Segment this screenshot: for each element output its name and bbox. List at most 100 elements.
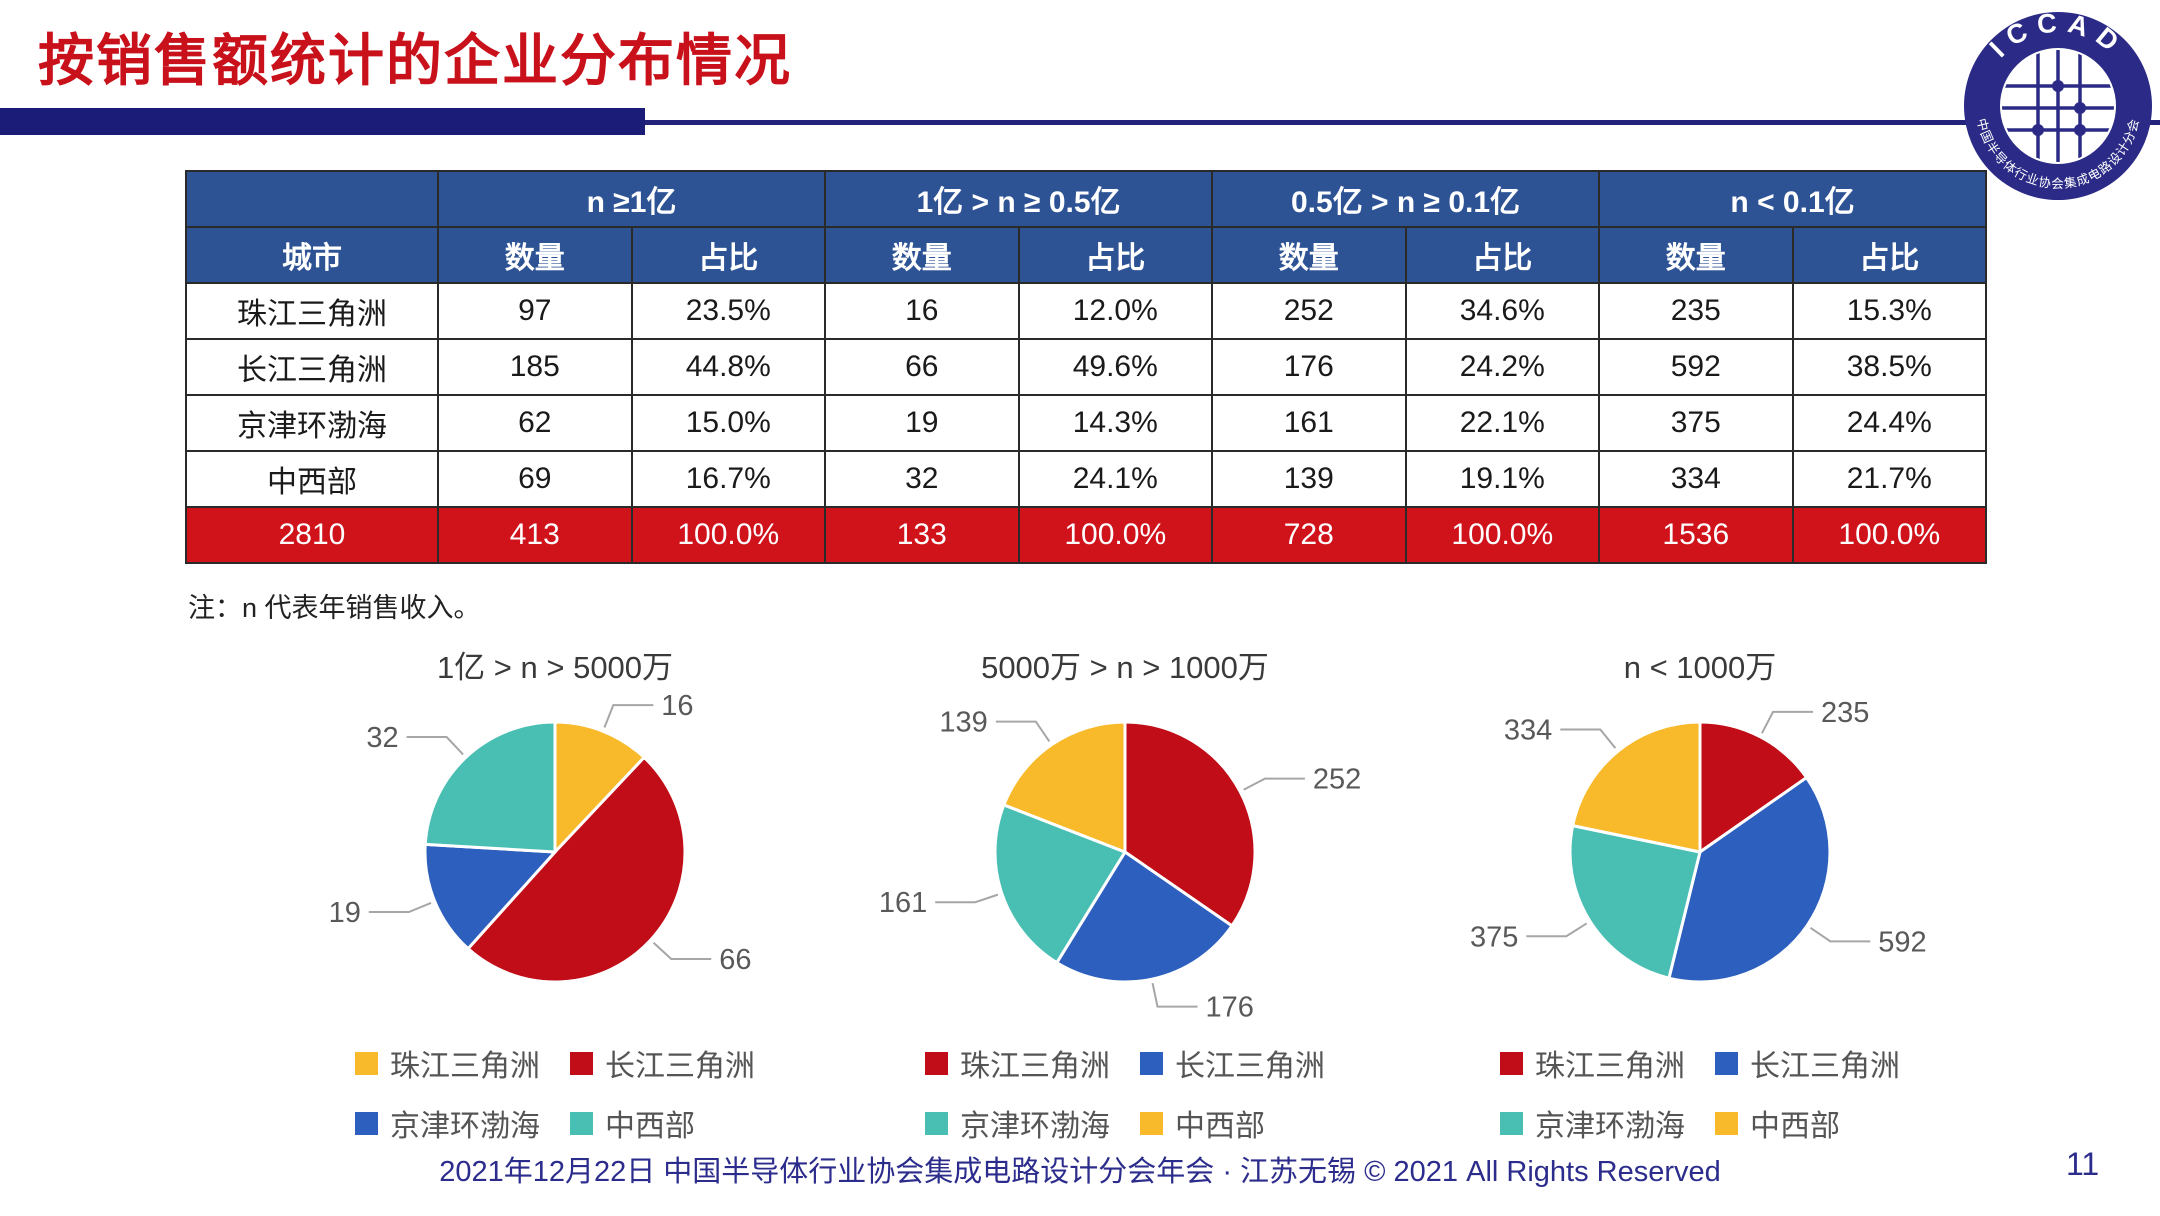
table-cell: 19.1%	[1404, 450, 1601, 508]
table-cell: 235	[1598, 282, 1794, 340]
legend-swatch-icon	[1140, 1111, 1163, 1135]
table-cell: 66	[824, 338, 1020, 396]
chart-title: 5000万 > n > 1000万	[981, 650, 1269, 685]
table-cell: 161	[1211, 394, 1407, 452]
data-label: 16	[661, 690, 693, 722]
legend-swatch-icon	[570, 1111, 593, 1135]
table-corner-cell	[185, 170, 439, 228]
legend-swatch-icon	[1140, 1051, 1163, 1075]
legend-item: 长江三角洲	[1140, 1041, 1325, 1085]
data-label: 252	[1313, 764, 1361, 796]
pie-slice	[423, 842, 557, 951]
group-header: n < 0.1亿	[1598, 170, 1988, 228]
legend-swatch-icon	[1500, 1111, 1523, 1135]
legend-swatch-icon	[1715, 1051, 1738, 1075]
table-cell: 16	[824, 282, 1020, 340]
legend-label: 珠江三角洲	[390, 1050, 540, 1083]
title-underline-thick	[0, 108, 645, 135]
table-row: 京津环渤海 62 15.0% 19 14.3% 161 22.1% 375 24.4%	[185, 394, 1988, 452]
legend-label: 长江三角洲	[605, 1050, 755, 1083]
pie-slice	[993, 803, 1127, 965]
column-header-count: 数量	[437, 226, 633, 284]
data-label: 176	[1205, 992, 1253, 1024]
page-title: 按销售额统计的企业分布情况	[38, 29, 792, 92]
label-leader-line	[368, 901, 432, 914]
table-cell: 24.1%	[1017, 450, 1214, 508]
group-header: 0.5亿 > n ≥ 0.1亿	[1211, 170, 1601, 228]
table-cell: 44.8%	[630, 338, 826, 396]
legend-swatch-icon	[355, 1051, 378, 1075]
table-cell: 100.0%	[1404, 506, 1601, 564]
row-label-cell: 珠江三角洲	[185, 282, 439, 340]
label-leader-line	[1560, 728, 1617, 749]
table-cell: 32	[824, 450, 1020, 508]
legend-item: 珠江三角洲	[1500, 1041, 1685, 1085]
legend-item: 中西部	[1140, 1101, 1325, 1145]
table-cell: 1536	[1598, 506, 1794, 564]
table-cell: 100.0%	[1791, 506, 1988, 564]
table-cell: 16.7%	[630, 450, 826, 508]
logo-circuit-grid-icon	[2002, 50, 2114, 162]
table-cell: 12.0%	[1017, 282, 1214, 340]
sales-distribution-table: n ≥1亿 1亿 > n ≥ 0.5亿 0.5亿 > n ≥ 0.1亿 n < …	[185, 170, 1988, 564]
data-label: 19	[329, 897, 361, 929]
data-label: 235	[1821, 697, 1869, 729]
label-leader-line	[652, 942, 712, 961]
pie-chart-block: 5000万 > n > 1000万 252 176 161 139 珠江三角洲 长江三角洲京…	[840, 642, 1410, 1145]
pie-slice	[553, 720, 646, 854]
pie-slice	[1002, 720, 1127, 854]
table-cell: 97	[437, 282, 633, 340]
table-row: 长江三角洲 185 44.8% 66 49.6% 176 24.2% 592 38.5%	[185, 338, 1988, 396]
table-cell: 133	[824, 506, 1020, 564]
row-label-cell: 京津环渤海	[185, 394, 439, 452]
chart-legend: 珠江三角洲 长江三角洲京津环渤海 中西部	[270, 1041, 840, 1145]
legend-label: 长江三角洲	[1175, 1050, 1325, 1083]
column-header-share: 占比	[1791, 226, 1988, 284]
table-cell: 728	[1211, 506, 1407, 564]
table-cell: 49.6%	[1017, 338, 1214, 396]
pie-chart-block: n < 1000万 235 592 375 334 珠江三角洲 长江三角洲 京津环渤海 中西部	[1415, 642, 1985, 1145]
legend-item: 中西部	[1715, 1101, 1900, 1145]
table-cell: 23.5%	[630, 282, 826, 340]
data-label: 592	[1878, 926, 1926, 958]
table-cell: 413	[437, 506, 633, 564]
table-cell: 176	[1211, 338, 1407, 396]
legend-swatch-icon	[1500, 1051, 1523, 1075]
table-cell: 15.3%	[1791, 282, 1988, 340]
data-label: 66	[719, 944, 751, 976]
data-label: 139	[939, 707, 987, 739]
label-leader-line	[1809, 926, 1871, 943]
legend-swatch-icon	[570, 1051, 593, 1075]
column-header-city: 城市	[185, 226, 439, 284]
table-cell: 21.7%	[1791, 450, 1988, 508]
data-label: 32	[366, 722, 398, 754]
data-label: 161	[879, 887, 927, 919]
legend-label: 京津环渤海	[390, 1110, 540, 1143]
legend-item: 珠江三角洲	[925, 1041, 1110, 1085]
table-group-header-row: n ≥1亿 1亿 > n ≥ 0.5亿 0.5亿 > n ≥ 0.1亿 n < …	[185, 170, 1988, 228]
table-cell: 62	[437, 394, 633, 452]
column-header-share: 占比	[1017, 226, 1214, 284]
column-header-count: 数量	[1211, 226, 1407, 284]
iccad-logo-icon: ICCAD 中国半导体行业协会集成电路设计分会	[1962, 7, 2154, 202]
legend-label: 中西部	[605, 1110, 695, 1143]
table-row: 中西部 69 16.7% 32 24.1% 139 19.1% 334 21.7%	[185, 450, 1988, 508]
legend-item: 中西部	[570, 1101, 755, 1145]
table-note: 注：n 代表年销售收入。	[188, 593, 481, 623]
chart-legend: 珠江三角洲 长江三角洲 京津环渤海 中西部	[1415, 1041, 1985, 1145]
legend-label: 珠江三角洲	[1535, 1050, 1685, 1083]
table-cell: 15.0%	[630, 394, 826, 452]
column-header-share: 占比	[1404, 226, 1601, 284]
legend-item: 京津环渤海	[355, 1101, 540, 1145]
table-cell: 334	[1598, 450, 1794, 508]
table-cell: 69	[437, 450, 633, 508]
legend-label: 中西部	[1175, 1110, 1265, 1143]
table-cell: 100.0%	[1017, 506, 1214, 564]
label-leader-line	[1761, 710, 1814, 734]
table-cell: 375	[1598, 394, 1794, 452]
legend-label: 珠江三角洲	[960, 1050, 1110, 1083]
table-cell: 24.4%	[1791, 394, 1988, 452]
table-cell: 22.1%	[1404, 394, 1601, 452]
label-leader-line	[1151, 982, 1198, 1008]
label-leader-line	[603, 704, 654, 728]
